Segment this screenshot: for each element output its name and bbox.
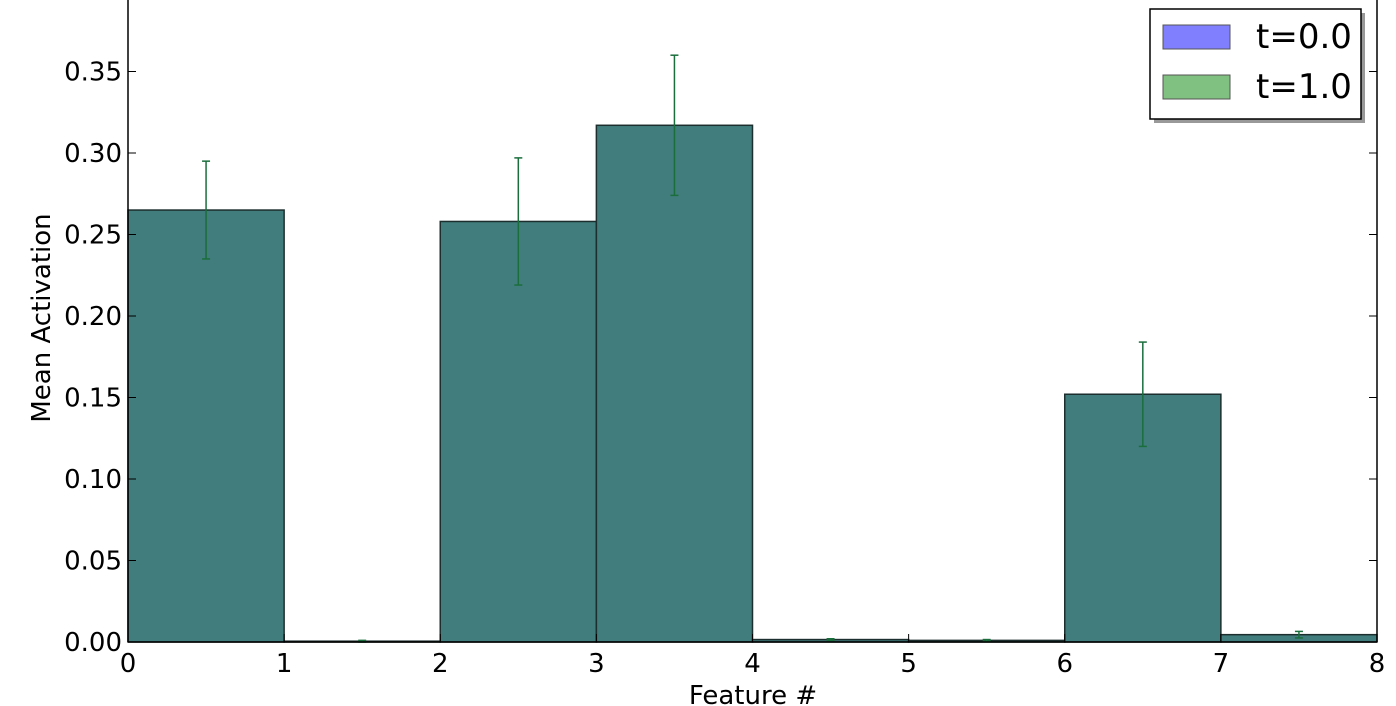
y-tick-label: 0.00 <box>64 628 122 658</box>
errorbar-feature-3 <box>670 54 679 197</box>
errorbar-feature-4 <box>826 637 835 642</box>
x-axis-label: Feature # <box>689 681 817 706</box>
y-tick-label: 0.20 <box>64 302 122 332</box>
x-ticks: 0 1 2 3 4 5 6 7 8 <box>120 634 1386 679</box>
legend-label: t=0.0 <box>1256 17 1352 57</box>
y-tick-label: 0.25 <box>64 221 122 251</box>
x-tick-label: 5 <box>900 649 917 679</box>
x-tick-label: 3 <box>588 649 605 679</box>
y-tick-label: 0.10 <box>64 465 122 495</box>
errorbar-feature-6 <box>1138 341 1147 448</box>
errorbar-feature-2 <box>514 157 523 286</box>
legend-entry: t=0.0 <box>1162 17 1352 57</box>
legend-entry: t=1.0 <box>1162 67 1352 107</box>
bar-feature-0 <box>127 209 285 643</box>
legend-swatch <box>1162 24 1231 50</box>
y-tick-label: 0.35 <box>64 58 122 88</box>
bar-feature-3 <box>595 124 754 643</box>
errorbar-feature-7 <box>1294 630 1303 639</box>
y-tick-label: 0.30 <box>64 139 122 169</box>
y-tick-label: 0.05 <box>64 547 122 577</box>
errorbar-feature-0 <box>202 160 211 260</box>
legend-swatch <box>1162 74 1231 100</box>
y-ticks: 0.00 0.05 0.10 0.15 0.20 0.25 0.30 0.35 <box>64 58 1377 658</box>
legend: t=0.0 t=1.0 <box>1149 8 1365 123</box>
x-tick-label: 0 <box>120 649 137 679</box>
legend-label: t=1.0 <box>1256 67 1352 107</box>
x-tick-label: 8 <box>1369 649 1386 679</box>
x-tick-label: 6 <box>1056 649 1073 679</box>
bars-layer <box>127 124 1378 643</box>
x-tick-label: 1 <box>276 649 293 679</box>
x-tick-label: 7 <box>1213 649 1230 679</box>
errorbars-layer <box>202 54 1303 643</box>
x-tick-label: 2 <box>432 649 449 679</box>
errorbar-feature-5 <box>982 638 991 642</box>
y-tick-label: 0.15 <box>64 384 122 414</box>
x-tick-label: 4 <box>744 649 761 679</box>
y-axis-label: Mean Activation <box>27 213 57 422</box>
